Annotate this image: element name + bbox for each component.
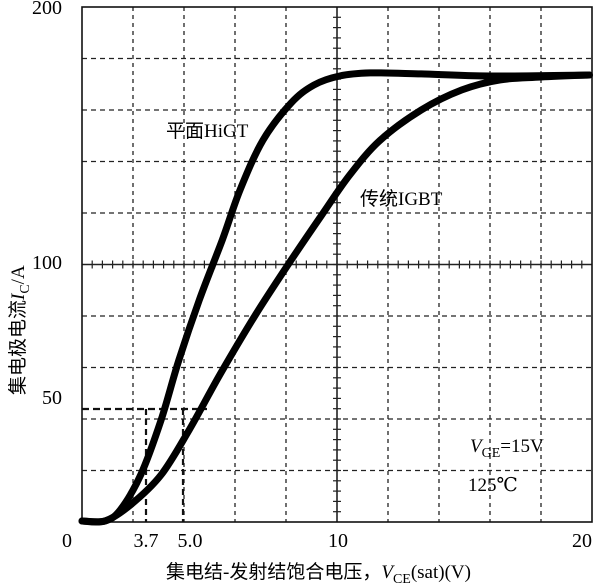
annotation-temperature: 125℃ [468,475,518,496]
annotation-vge: VGE=15V [470,436,544,461]
x-tick-label: 20 [572,530,592,552]
x-tick-label: 0 [62,530,72,552]
data-curves [78,69,593,526]
curve-planar-higt [78,69,593,526]
y-tick-label: 200 [32,0,62,19]
curve-conventional-igbt [78,71,593,526]
y-tick-label: 50 [42,387,62,409]
series-label-igbt: 传统IGBT [360,188,443,210]
reference-lines [82,407,207,522]
x-tick-label: 3.7 [134,530,159,552]
series-label-higt: 平面HiGT [166,121,249,142]
y-tick-labels: 50 100 200 [32,0,62,409]
x-tick-labels: 0 3.7 5.0 10 20 [62,530,592,552]
x-tick-label: 10 [328,530,348,552]
y-axis-label: 集电极电流IC/A [7,265,33,395]
y-tick-label: 100 [32,252,62,274]
x-tick-label: 5.0 [178,530,203,552]
plot-frame [81,6,593,523]
x-axis-label: 集电结-发射结饱合电压，VCE(sat)(V) [166,561,471,585]
center-cross-axes [82,7,592,522]
